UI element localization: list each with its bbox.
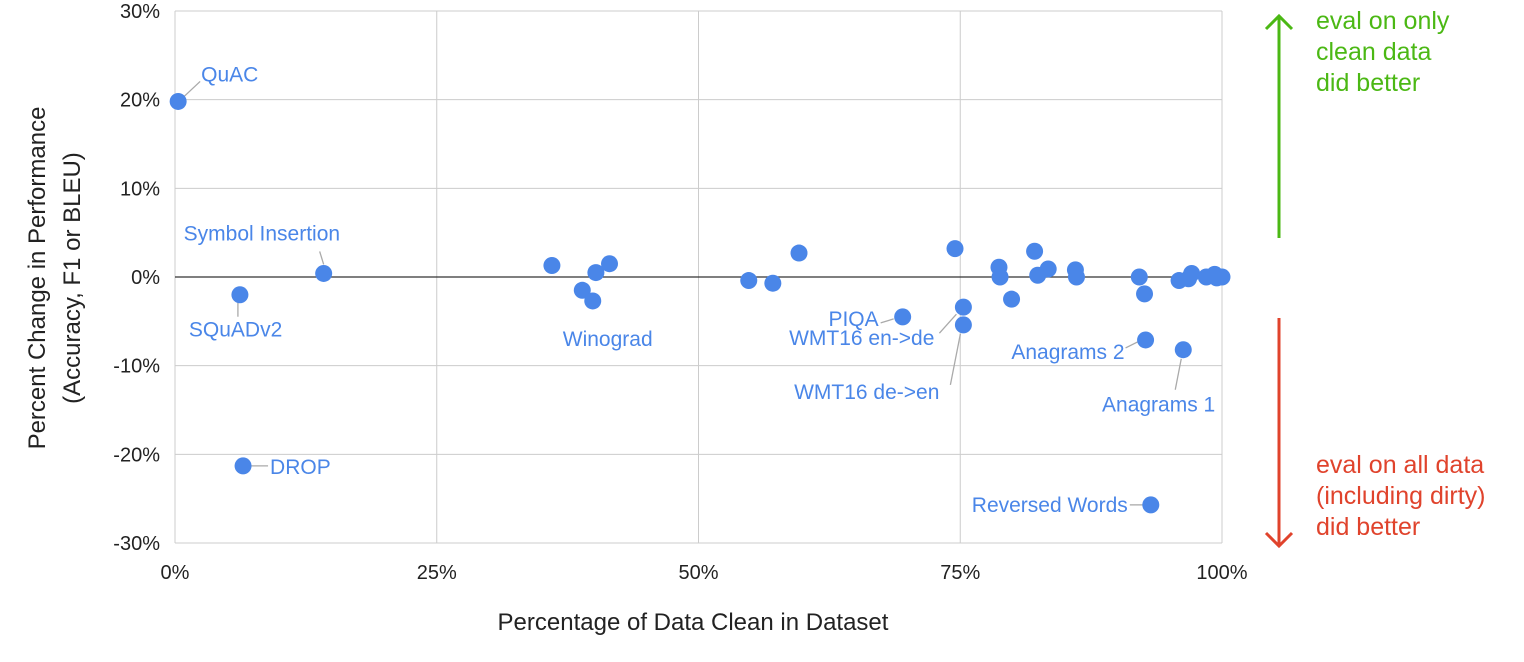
data-point: [946, 240, 964, 258]
data-point: [1003, 290, 1021, 308]
data-points: [169, 92, 1231, 514]
leader-line-quac: [183, 80, 201, 97]
y-tick-label: 20%: [120, 90, 160, 112]
data-point-drop: [234, 457, 252, 475]
point-label-wmt16-en-de: WMT16 en->de: [789, 327, 934, 350]
point-label-squadv2: SQuADv2: [189, 319, 282, 342]
point-label-drop: DROP: [270, 456, 331, 479]
up-arrow-icon: [1264, 13, 1294, 238]
data-point: [1213, 268, 1231, 286]
data-point: [1067, 268, 1085, 286]
point-label-symbol-insertion: Symbol Insertion: [184, 222, 340, 245]
annotation-clean-better: eval on only clean data did better: [1316, 7, 1456, 97]
data-point-quac: [169, 92, 187, 110]
data-point-wmt16-de-en: [954, 316, 972, 334]
data-point-squadv2: [231, 286, 249, 304]
data-point: [1026, 242, 1044, 260]
point-label-quac: QuAC: [201, 63, 258, 86]
data-point: [543, 256, 561, 274]
point-label-piqa: PIQA: [828, 308, 878, 331]
annotation-all-better: eval on all data (including dirty) did b…: [1316, 451, 1492, 541]
data-point: [587, 264, 605, 282]
y-tick-label: 30%: [120, 1, 160, 23]
data-point-piqa: [894, 308, 912, 326]
y-tick-label: -30%: [113, 533, 160, 555]
data-point: [601, 255, 619, 273]
y-tick-label: 10%: [120, 178, 160, 200]
data-point-wmt16-en-de: [954, 298, 972, 316]
data-point: [1136, 285, 1154, 303]
annotation-all-line-2: (including dirty): [1316, 482, 1486, 510]
annotation-all-line-3: did better: [1316, 513, 1420, 541]
data-point-winograd: [584, 292, 602, 310]
data-point-anagrams-1: [1174, 341, 1192, 359]
annotation-clean-line-1: eval on only: [1316, 7, 1450, 35]
y-axis-title: Percent Change in Performance (Accuracy,…: [24, 107, 86, 450]
leader-line-anagrams-2: [1125, 341, 1138, 349]
data-point: [740, 272, 758, 290]
leader-line-anagrams-1: [1174, 358, 1182, 390]
data-point: [790, 244, 808, 262]
leader-line-wmt16-en-de: [938, 313, 957, 334]
point-labels: QuAC Symbol Insertion SQuADv2 DROP Winograd P…: [184, 63, 1216, 516]
leader-line-piqa: [880, 318, 894, 324]
x-axis-title: Percentage of Data Clean in Dataset: [498, 609, 889, 636]
data-point: [573, 281, 591, 299]
x-tick-label: 50%: [678, 562, 718, 584]
data-point-symbol-insertion: [315, 264, 333, 282]
data-point: [991, 268, 1009, 286]
point-label-anagrams-1: Anagrams 1: [1102, 394, 1215, 417]
data-point-anagrams-2: [1137, 331, 1155, 349]
y-tick-label: -10%: [113, 356, 160, 378]
leader-line-wmt16-de-en: [949, 333, 962, 386]
annotation-all-line-1: eval on all data: [1316, 451, 1484, 479]
y-axis-title-line-2: (Accuracy, F1 or BLEU): [59, 152, 86, 404]
x-tick-label: 100%: [1196, 562, 1247, 584]
point-label-wmt16-de-en: WMT16 de->en: [794, 381, 939, 404]
down-arrow-icon: [1264, 318, 1294, 549]
point-label-reversed-words: Reversed Words: [972, 494, 1128, 517]
annotation-clean-line-2: clean data: [1316, 38, 1431, 66]
x-tick-label: 0%: [161, 562, 190, 584]
label-leader-lines: [183, 80, 1182, 506]
leader-line-symbol-insertion: [319, 251, 325, 265]
x-tick-labels: 0% 25% 50% 75% 100%: [161, 562, 1248, 584]
data-point: [764, 274, 782, 292]
x-tick-label: 25%: [417, 562, 457, 584]
y-tick-labels: 30% 20% 10% 0% -10% -20% -30%: [113, 1, 160, 555]
data-point: [1183, 264, 1201, 282]
y-axis-title-line-1: Percent Change in Performance: [24, 107, 51, 450]
x-tick-label: 75%: [940, 562, 980, 584]
y-tick-label: -20%: [113, 444, 160, 466]
point-label-anagrams-2: Anagrams 2: [1011, 341, 1124, 364]
y-tick-label: 0%: [131, 267, 160, 289]
data-point: [1039, 260, 1057, 278]
data-point: [1130, 268, 1148, 286]
data-point-reversed-words: [1142, 496, 1160, 514]
annotation-clean-line-3: did better: [1316, 69, 1420, 97]
point-label-winograd: Winograd: [563, 328, 653, 351]
